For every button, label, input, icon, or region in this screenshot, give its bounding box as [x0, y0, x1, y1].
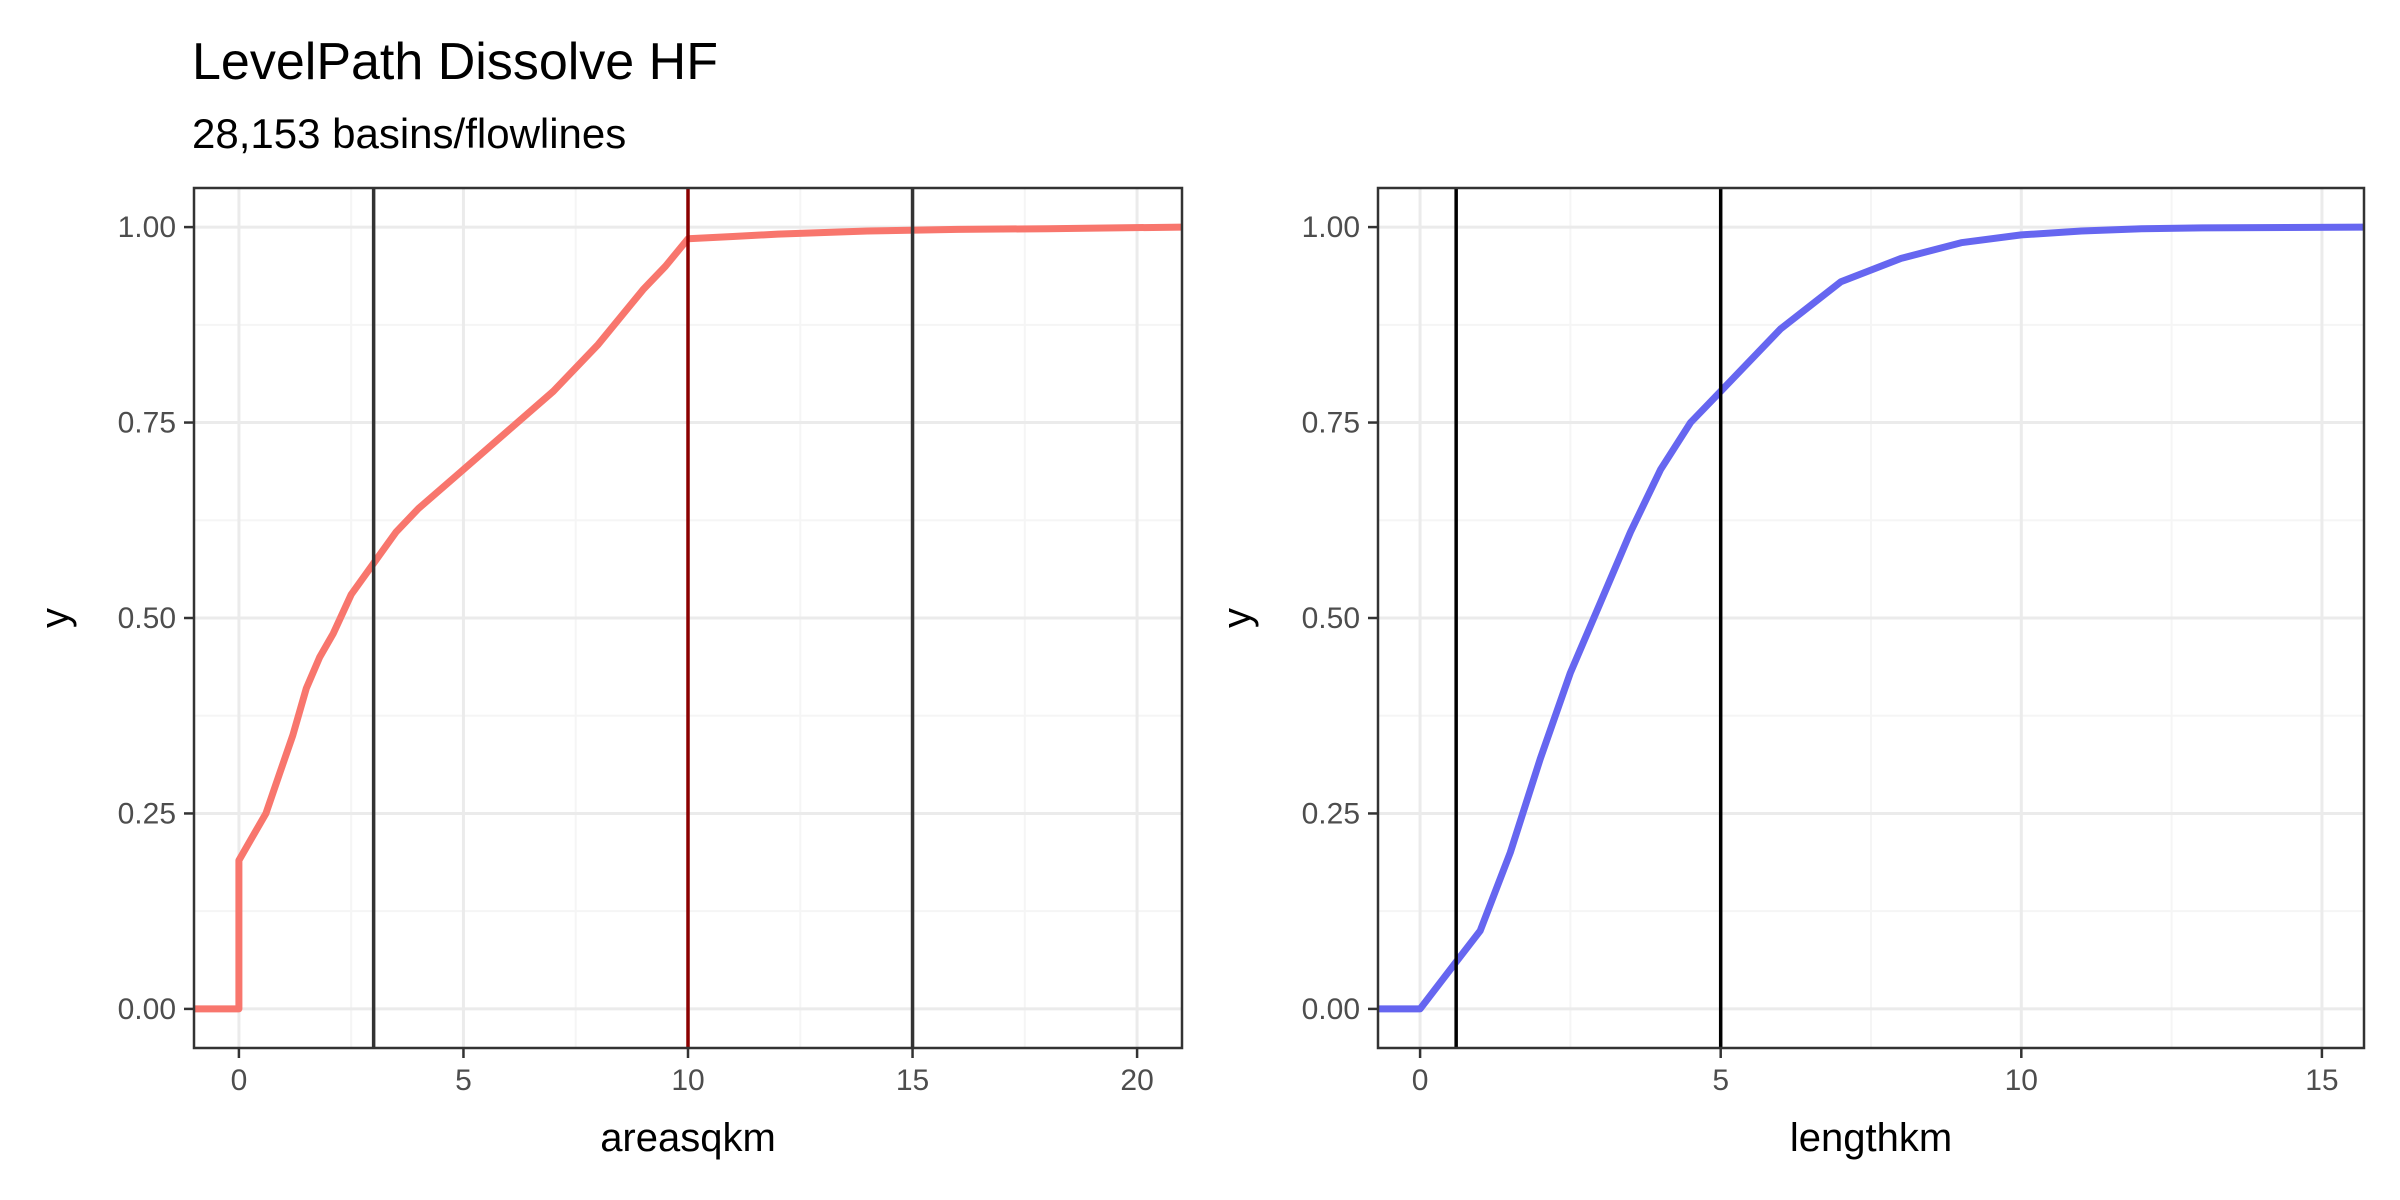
- y-tick-label: 0.25: [118, 797, 176, 830]
- x-axis-title: lengthkm: [1790, 1116, 1952, 1160]
- x-tick-label: 10: [2005, 1064, 2038, 1097]
- y-tick-label: 0.75: [118, 407, 176, 440]
- area-ecdf-panel: 0 5 10 15 20 0.00 0.25 0.50 0.75 1.00 areasqkm y: [33, 186, 1184, 1160]
- ecdf-line: [1378, 223, 2364, 1013]
- chart-subtitle: 28,153 basins/flowlines: [192, 110, 627, 157]
- y-tick-label: 1.00: [118, 211, 176, 244]
- y-tick-label: 0.00: [118, 993, 176, 1026]
- y-tick-label: 0.50: [118, 602, 176, 635]
- x-tick-label: 20: [1120, 1064, 1153, 1097]
- x-tick-label: 5: [1712, 1064, 1729, 1097]
- x-tick-label: 5: [455, 1064, 472, 1097]
- y-axis-title: y: [33, 608, 77, 628]
- x-tick-label: 15: [896, 1064, 929, 1097]
- ecdf-line: [194, 223, 1182, 1013]
- x-tick-label: 0: [231, 1064, 248, 1097]
- x-tick-label: 0: [1412, 1064, 1429, 1097]
- y-tick-label: 0.50: [1302, 602, 1360, 635]
- y-tick-label: 0.25: [1302, 797, 1360, 830]
- y-tick-label: 0.00: [1302, 993, 1360, 1026]
- x-tick-label: 10: [671, 1064, 704, 1097]
- y-axis-title: y: [1215, 608, 1259, 628]
- x-tick-label: 15: [2305, 1064, 2338, 1097]
- y-tick-label: 1.00: [1302, 211, 1360, 244]
- y-tick-label: 0.75: [1302, 407, 1360, 440]
- length-ecdf-panel: 0 5 10 15 0.00 0.25 0.50 0.75 1.00 lengthkm y: [1215, 186, 2366, 1160]
- chart-title: LevelPath Dissolve HF: [192, 33, 718, 91]
- x-axis-title: areasqkm: [600, 1116, 776, 1160]
